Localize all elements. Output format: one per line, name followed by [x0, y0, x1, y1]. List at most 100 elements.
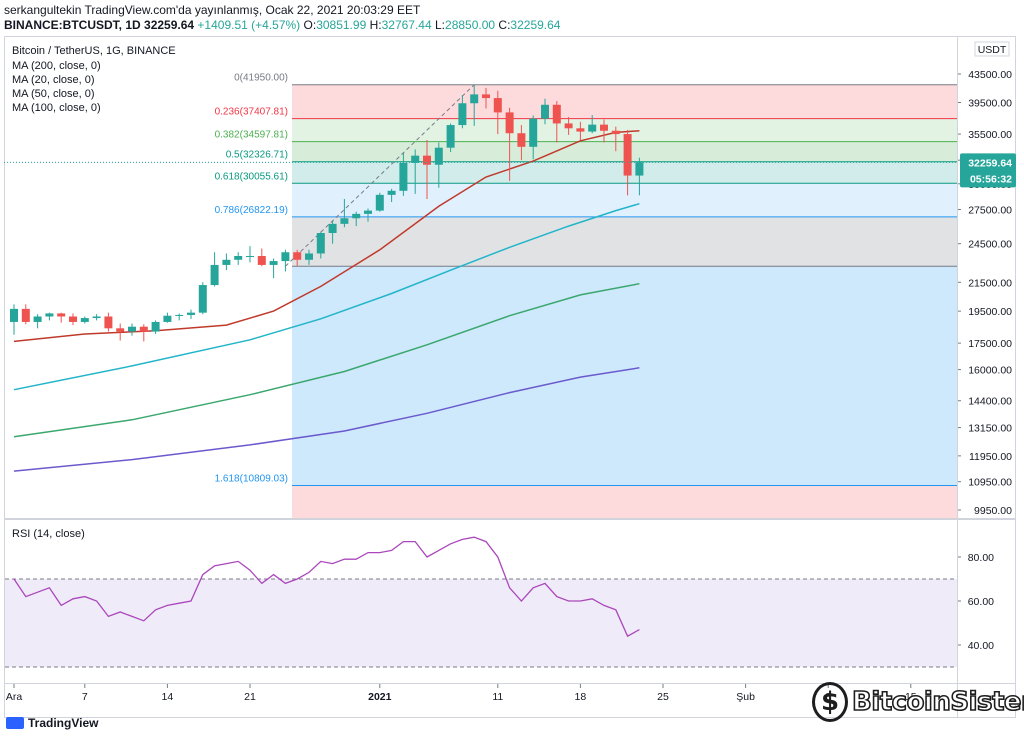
time-axis-label: Şub — [736, 691, 755, 703]
candle-body — [517, 133, 526, 147]
candle-body — [458, 103, 467, 126]
candle-body — [600, 124, 608, 131]
price-change: +1409.51 (+4.57%) — [197, 18, 301, 32]
candle-body — [340, 218, 349, 224]
candle-body — [80, 318, 89, 322]
time-axis-label: Ara — [6, 691, 23, 703]
candle-body — [588, 124, 597, 132]
candle-body — [234, 255, 243, 260]
price-axis-label: 10950.00 — [968, 477, 1012, 489]
rsi-axis-label: 80.00 — [968, 552, 994, 564]
rsi-pane-divider[interactable] — [4, 518, 1016, 520]
candle-body — [69, 316, 77, 322]
candle-body — [198, 285, 207, 313]
candle-body — [399, 162, 408, 191]
moving-average-line — [13, 202, 640, 391]
candle-body — [552, 104, 561, 124]
time-axis-label: 18 — [575, 691, 587, 703]
moving-average-line — [13, 282, 640, 438]
price-axis-label: 11950.00 — [969, 451, 1012, 463]
candle-body — [482, 94, 490, 99]
candle-body — [45, 313, 54, 317]
time-axis-label: 15 — [905, 691, 917, 703]
price-axis-label: 43500.00 — [968, 69, 1012, 81]
candle-body — [33, 316, 42, 322]
price-axis-label: 19500.00 — [968, 306, 1012, 318]
candle-body — [352, 213, 361, 219]
legend-ma200[interactable]: MA (200, close, 0) — [12, 60, 101, 72]
candle-body — [364, 210, 372, 214]
candle-body — [281, 252, 290, 262]
candle-body — [623, 134, 632, 176]
fib-zone — [292, 118, 957, 142]
open-label: O: — [303, 18, 317, 32]
fib-zone — [292, 84, 957, 119]
candle-body — [375, 194, 384, 211]
price-axis-label: 27500.00 — [968, 205, 1012, 217]
tradingview-icon — [6, 717, 24, 729]
price-axis-label: 35500.00 — [968, 129, 1012, 141]
time-axis-label: 2021 — [368, 691, 392, 703]
tradingview-logo[interactable]: TradingView — [6, 716, 98, 730]
candle-body — [387, 190, 396, 195]
candle-body — [175, 314, 184, 316]
candle-body — [316, 233, 325, 254]
time-axis-label: 7 — [82, 691, 88, 703]
fib-level-label: 0.382(34597.81) — [215, 130, 288, 141]
fib-level-label: 1.618(10809.03) — [215, 474, 288, 485]
candle-body — [293, 252, 302, 260]
candle-body — [21, 308, 30, 322]
legend-ma20[interactable]: MA (20, close, 0) — [12, 74, 95, 86]
candle-body — [505, 112, 514, 134]
candle-body — [305, 253, 313, 260]
fib-zone — [292, 216, 957, 267]
time-axis-label: 21 — [244, 691, 256, 703]
currency-unit-box — [974, 41, 1010, 57]
legend-rsi[interactable]: RSI (14, close) — [12, 528, 85, 540]
last-price-badge — [960, 153, 1016, 188]
fib-level-label: 0(41950.00) — [234, 73, 288, 84]
fib-level-label: 0.5(32326.71) — [226, 150, 288, 161]
time-axis-divider — [4, 683, 1016, 684]
candle-body — [246, 255, 254, 257]
fib-zone — [292, 485, 957, 518]
fib-level-label: 0.236(37407.81) — [215, 107, 288, 118]
fib-zone — [292, 266, 957, 486]
low-value: 28850.00 — [445, 18, 496, 32]
last-price-badge-value: 32259.64 — [968, 157, 1012, 169]
price-axis-label: 24500.00 — [968, 239, 1012, 251]
candle-body — [104, 316, 113, 329]
last-price: 32259.64 — [144, 18, 195, 32]
symbol-label: BINANCE:BTCUSDT, 1D — [4, 18, 141, 32]
candle-body — [187, 312, 195, 315]
candle-body — [493, 98, 502, 113]
legend-ma100[interactable]: MA (100, close, 0) — [12, 102, 101, 114]
candle-body — [92, 316, 101, 319]
high-value: 32767.44 — [381, 18, 432, 32]
legend-ma50[interactable]: MA (50, close, 0) — [12, 88, 95, 100]
candle-body — [541, 104, 549, 119]
candle-body — [576, 128, 585, 132]
price-axis-label: 21500.00 — [968, 277, 1012, 289]
rsi-axis-label: 40.00 — [968, 640, 994, 652]
candle-body — [139, 326, 148, 332]
candle-body — [411, 155, 420, 163]
candle-body — [635, 162, 644, 176]
countdown-badge-value: 05:56:32 — [970, 173, 1012, 185]
candle-body — [116, 328, 125, 332]
candle-body — [10, 308, 18, 322]
price-axis-label: 16000.00 — [968, 365, 1012, 377]
rsi-line — [13, 536, 640, 638]
candle-body — [163, 315, 172, 322]
close-value: 32259.64 — [510, 18, 561, 32]
close-label: C: — [498, 18, 511, 32]
chart-frame — [4, 36, 1016, 718]
time-axis-label: 25 — [657, 691, 669, 703]
candle-body — [446, 125, 455, 148]
candle-body — [222, 259, 231, 265]
candle-body — [328, 223, 337, 234]
tradingview-label: TradingView — [28, 716, 99, 730]
candle-body — [151, 321, 160, 332]
candle-body — [611, 130, 620, 135]
